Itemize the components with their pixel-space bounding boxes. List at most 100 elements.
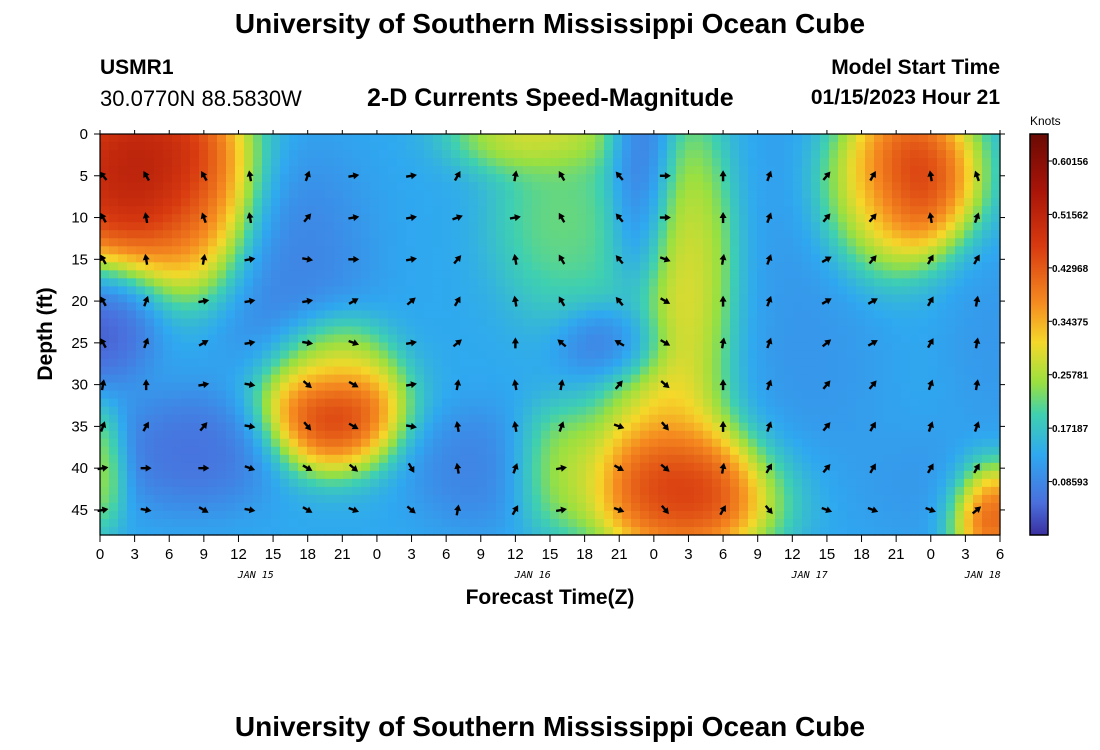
heatmap-cell: [577, 334, 587, 344]
heatmap-cell: [883, 446, 893, 456]
heatmap-cell: [262, 182, 272, 191]
heatmap-cell: [334, 398, 344, 408]
heatmap-cell: [154, 390, 164, 400]
heatmap-cell: [415, 310, 425, 320]
heatmap-cell: [811, 254, 821, 263]
heatmap-cell: [289, 358, 299, 368]
heatmap-cell: [712, 462, 722, 472]
heatmap-cell: [802, 334, 812, 344]
heatmap-cell: [883, 358, 893, 368]
heatmap-cell: [784, 262, 794, 271]
heatmap-cell: [802, 166, 812, 175]
heatmap-cell: [874, 406, 884, 416]
heatmap-cell: [370, 446, 380, 456]
heatmap-cell: [289, 406, 299, 416]
heatmap-cell: [640, 310, 650, 320]
heatmap-cell: [424, 478, 434, 488]
heatmap-cell: [856, 342, 866, 352]
heatmap-cell: [604, 478, 614, 488]
heatmap-cell: [127, 374, 137, 384]
heatmap-cell: [460, 518, 470, 528]
heatmap-cell: [766, 310, 776, 320]
heatmap-cell: [595, 366, 605, 376]
heatmap-cell: [811, 262, 821, 271]
heatmap-cell: [496, 134, 506, 143]
heatmap-cell: [262, 142, 272, 151]
heatmap-cell: [415, 478, 425, 488]
heatmap-cell: [172, 470, 182, 480]
heatmap-cell: [514, 526, 524, 536]
heatmap-cell: [604, 174, 614, 183]
heatmap-cell: [820, 190, 830, 199]
heatmap-cell: [523, 190, 533, 199]
heatmap-cell: [973, 166, 983, 175]
heatmap-cell: [910, 278, 920, 287]
heatmap-cell: [307, 494, 317, 504]
heatmap-cell: [910, 270, 920, 279]
heatmap-cell: [289, 342, 299, 352]
heatmap-cell: [631, 342, 641, 352]
heatmap-cell: [163, 454, 173, 464]
heatmap-cell: [469, 510, 479, 520]
heatmap-cell: [766, 326, 776, 336]
heatmap-cell: [280, 150, 290, 159]
heatmap-cell: [262, 478, 272, 488]
heatmap-cell: [667, 262, 677, 271]
heatmap-cell: [172, 294, 182, 304]
heatmap-cell: [793, 150, 803, 159]
heatmap-cell: [829, 310, 839, 320]
heatmap-cell: [469, 246, 479, 255]
heatmap-cell: [622, 158, 632, 167]
heatmap-cell: [892, 238, 902, 247]
heatmap-cell: [604, 438, 614, 448]
heatmap-cell: [622, 414, 632, 424]
heatmap-cell: [919, 150, 929, 159]
heatmap-cell: [667, 222, 677, 231]
heatmap-cell: [478, 398, 488, 408]
heatmap-cell: [496, 366, 506, 376]
heatmap-cell: [217, 294, 227, 304]
heatmap-cell: [388, 158, 398, 167]
heatmap-cell: [667, 134, 677, 143]
heatmap-cell: [244, 246, 254, 255]
heatmap-cell: [982, 206, 992, 215]
heatmap-cell: [388, 174, 398, 183]
heatmap-cell: [586, 510, 596, 520]
heatmap-cell: [487, 246, 497, 255]
heatmap-cell: [685, 286, 695, 295]
heatmap-cell: [253, 222, 263, 231]
heatmap-cell: [919, 222, 929, 231]
heatmap-cell: [946, 278, 956, 287]
heatmap-cell: [649, 318, 659, 328]
heatmap-cell: [127, 302, 137, 312]
heatmap-cell: [199, 286, 209, 295]
heatmap-cell: [145, 246, 155, 255]
heatmap-cell: [658, 350, 668, 360]
heatmap-cell: [226, 502, 236, 512]
heatmap-cell: [514, 510, 524, 520]
heatmap-cell: [460, 294, 470, 304]
heatmap-cell: [289, 454, 299, 464]
heatmap-cell: [208, 262, 218, 271]
heatmap-cell: [649, 358, 659, 368]
heatmap-cell: [190, 478, 200, 488]
heatmap-cell: [595, 518, 605, 528]
heatmap-cell: [469, 150, 479, 159]
heatmap-cell: [568, 230, 578, 239]
heatmap-cell: [145, 158, 155, 167]
heatmap-cell: [190, 342, 200, 352]
heatmap-cell: [109, 486, 119, 496]
heatmap-cell: [235, 270, 245, 279]
heatmap-cell: [811, 198, 821, 207]
heatmap-cell: [820, 166, 830, 175]
heatmap-cell: [379, 454, 389, 464]
heatmap-cell: [298, 414, 308, 424]
heatmap-cell: [199, 158, 209, 167]
heatmap-cell: [982, 198, 992, 207]
heatmap-cell: [352, 310, 362, 320]
heatmap-cell: [217, 382, 227, 392]
heatmap-cell: [928, 390, 938, 400]
heatmap-cell: [316, 382, 326, 392]
heatmap-cell: [118, 222, 128, 231]
heatmap-cell: [757, 478, 767, 488]
